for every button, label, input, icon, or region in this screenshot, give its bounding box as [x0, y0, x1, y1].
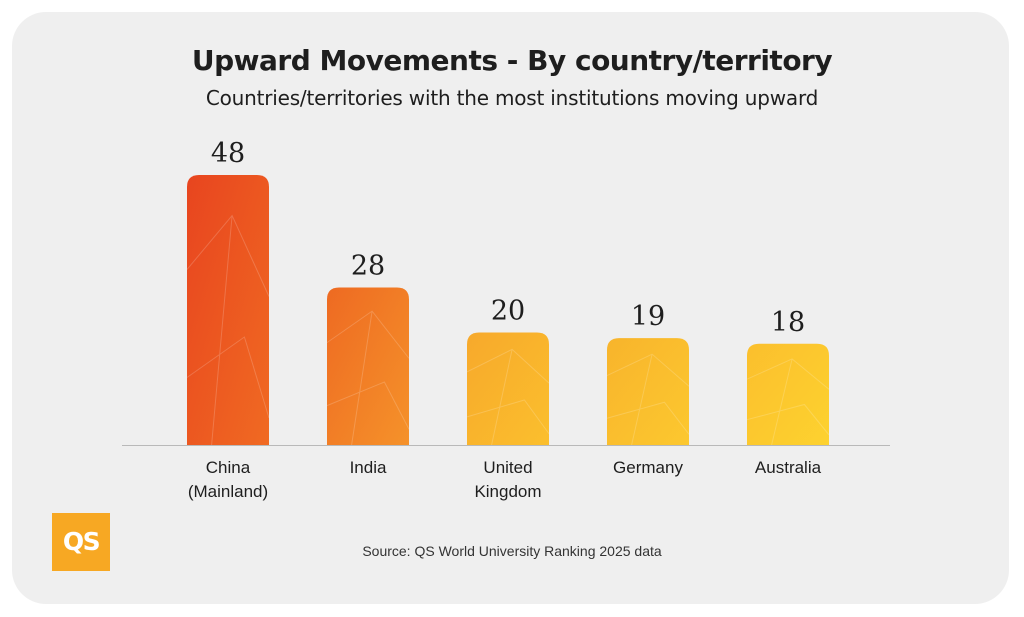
bar-4 — [747, 343, 829, 445]
source-note: Source: QS World University Ranking 2025… — [362, 543, 662, 559]
bar-texture-1 — [326, 310, 410, 446]
category-label-4: Australia — [755, 458, 822, 477]
data-label-0: 48 — [211, 138, 245, 169]
bar-3 — [607, 338, 689, 445]
data-label-2: 20 — [491, 296, 525, 327]
chart-card — [12, 12, 1009, 604]
category-label-1: India — [350, 458, 387, 477]
bar-texture-2 — [466, 348, 550, 446]
bar-texture-3 — [606, 353, 690, 446]
chart-title: Upward Movements - By country/territory — [191, 44, 833, 77]
chart-subtitle: Countries/territories with the most inst… — [205, 86, 819, 110]
bar-0 — [187, 175, 269, 445]
bar-1 — [327, 287, 409, 445]
category-label-2: United Kingdom — [474, 458, 541, 501]
category-label-3: Germany — [613, 458, 683, 477]
data-label-1: 28 — [351, 251, 385, 282]
category-label-0: China (Mainland) — [188, 458, 268, 501]
data-label-3: 19 — [631, 301, 665, 332]
data-label-4: 18 — [771, 307, 805, 338]
bar-texture-4 — [746, 358, 830, 446]
qs-logo: QS — [52, 513, 110, 571]
bar-texture-0 — [186, 214, 270, 446]
bar-2 — [467, 332, 549, 445]
